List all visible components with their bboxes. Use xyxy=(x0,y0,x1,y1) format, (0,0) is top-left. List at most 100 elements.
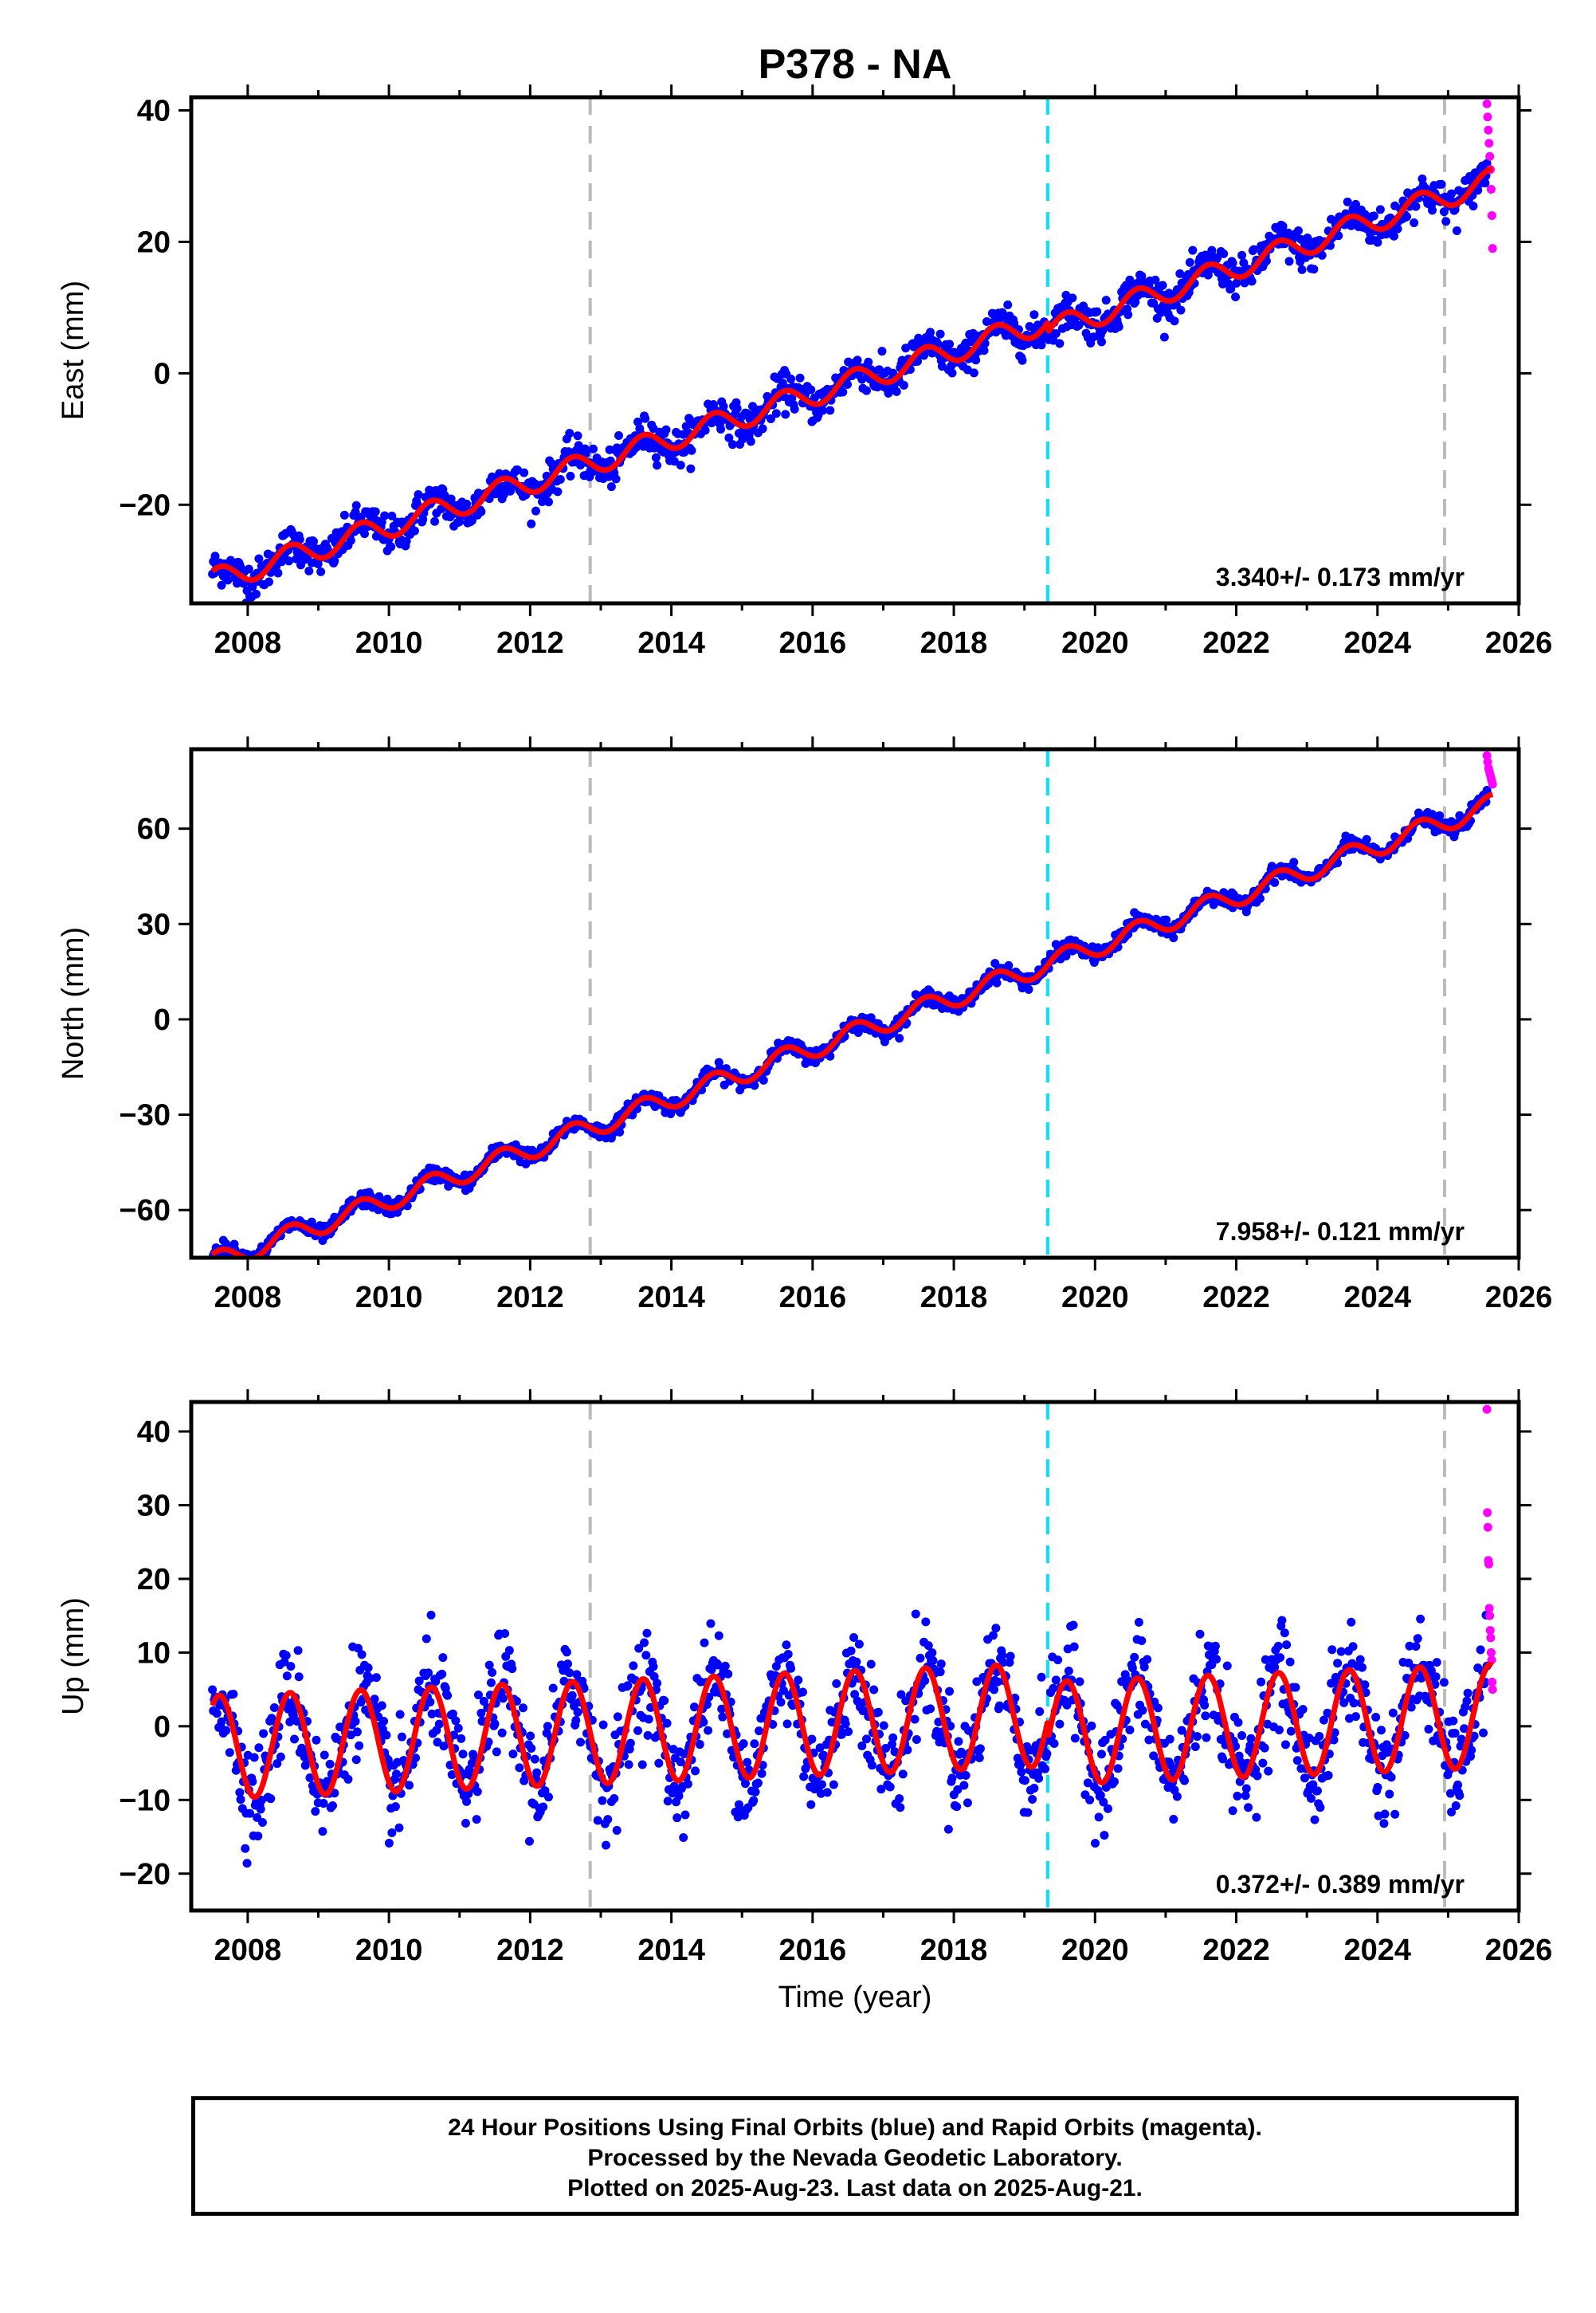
data-point xyxy=(448,1709,457,1718)
data-point xyxy=(323,1777,332,1786)
data-point xyxy=(1018,355,1027,365)
data-point xyxy=(571,1716,581,1726)
data-point xyxy=(543,1793,553,1802)
data-point xyxy=(447,1770,457,1780)
data-point xyxy=(1137,1636,1147,1646)
data-point xyxy=(1428,206,1437,215)
data-point xyxy=(653,461,662,470)
data-point xyxy=(539,1802,548,1812)
data-point xyxy=(991,1624,1001,1633)
data-point xyxy=(573,1707,582,1717)
data-point xyxy=(1373,1782,1382,1792)
data-point xyxy=(625,1738,635,1748)
data-point xyxy=(953,1785,963,1794)
data-point xyxy=(1100,1831,1109,1840)
data-point xyxy=(755,1726,764,1736)
data-point xyxy=(1140,1719,1150,1729)
data-point xyxy=(781,410,790,419)
data-point xyxy=(1162,915,1171,925)
data-point xyxy=(210,552,220,561)
data-point xyxy=(1252,1812,1261,1822)
data-point xyxy=(679,1833,688,1843)
data-point xyxy=(1195,1629,1205,1639)
data-point xyxy=(1441,217,1451,226)
data-point xyxy=(1034,1773,1044,1783)
data-point xyxy=(563,1659,572,1669)
data-point xyxy=(1127,1663,1137,1673)
data-point xyxy=(895,1794,904,1804)
x-tick-label: 2020 xyxy=(1061,1934,1129,1967)
x-tick-label: 2018 xyxy=(920,626,988,660)
data-point xyxy=(1393,224,1402,234)
data-point xyxy=(438,1653,448,1663)
data-point xyxy=(975,1744,985,1753)
data-point xyxy=(453,1723,463,1733)
data-point xyxy=(346,536,355,545)
data-point xyxy=(1245,1741,1255,1750)
data-point xyxy=(1049,1683,1058,1693)
data-point xyxy=(1333,1659,1343,1668)
data-point xyxy=(818,406,828,415)
data-point xyxy=(771,409,781,418)
data-point xyxy=(699,1718,708,1727)
data-point xyxy=(1149,1751,1159,1761)
data-point xyxy=(245,1808,254,1818)
data-point xyxy=(602,1840,611,1850)
data-point xyxy=(484,1660,494,1670)
data-point xyxy=(363,1663,373,1672)
data-point xyxy=(716,424,726,434)
data-point xyxy=(212,1709,222,1718)
data-point xyxy=(695,1740,704,1749)
data-point xyxy=(573,431,582,441)
data-point xyxy=(1200,1700,1210,1710)
data-point xyxy=(916,1653,925,1663)
data-point xyxy=(437,1669,447,1679)
data-point xyxy=(612,1825,622,1835)
data-point xyxy=(798,1687,807,1697)
data-point xyxy=(994,1701,1004,1710)
data-point xyxy=(1449,1716,1458,1726)
data-point xyxy=(377,1701,386,1710)
data-point xyxy=(244,564,253,574)
data-point xyxy=(518,1703,527,1713)
data-point xyxy=(1264,1766,1273,1776)
data-point xyxy=(1064,1666,1073,1675)
data-point xyxy=(743,1757,752,1767)
data-point xyxy=(1094,1812,1104,1822)
data-point xyxy=(1180,1776,1190,1785)
data-point xyxy=(524,1836,534,1846)
caption-line-1: 24 Hour Positions Using Final Orbits (bl… xyxy=(448,2115,1262,2141)
data-point xyxy=(719,402,728,411)
data-point xyxy=(402,536,411,546)
data-point xyxy=(1260,1743,1269,1753)
data-point xyxy=(318,1827,327,1836)
x-tick-label: 2024 xyxy=(1343,1281,1411,1314)
data-point xyxy=(1310,1815,1320,1824)
data-point xyxy=(988,1631,998,1640)
data-point xyxy=(1138,1706,1147,1715)
data-point xyxy=(1228,258,1237,268)
y-tick-label: 20 xyxy=(137,1563,171,1596)
y-tick-label: 10 xyxy=(137,1636,171,1670)
data-point xyxy=(1347,1617,1356,1627)
data-point xyxy=(1289,858,1299,867)
x-tick-label: 2024 xyxy=(1343,1934,1411,1967)
data-point xyxy=(593,1816,602,1825)
data-point xyxy=(637,1760,647,1769)
data-point xyxy=(1193,1732,1202,1742)
y-tick-label: 60 xyxy=(137,813,171,846)
data-point xyxy=(289,1734,299,1744)
data-point xyxy=(392,1769,402,1779)
data-point xyxy=(351,1755,361,1765)
data-point xyxy=(954,1737,963,1746)
data-point xyxy=(727,440,737,450)
data-point xyxy=(257,1817,267,1827)
data-point xyxy=(615,1127,625,1137)
data-point xyxy=(1300,1773,1309,1783)
y-tick-label: 0 xyxy=(154,357,171,391)
data-point xyxy=(473,1690,483,1699)
data-point xyxy=(555,475,565,485)
data-point xyxy=(649,424,658,434)
data-point xyxy=(766,414,775,423)
data-point xyxy=(876,1785,886,1794)
